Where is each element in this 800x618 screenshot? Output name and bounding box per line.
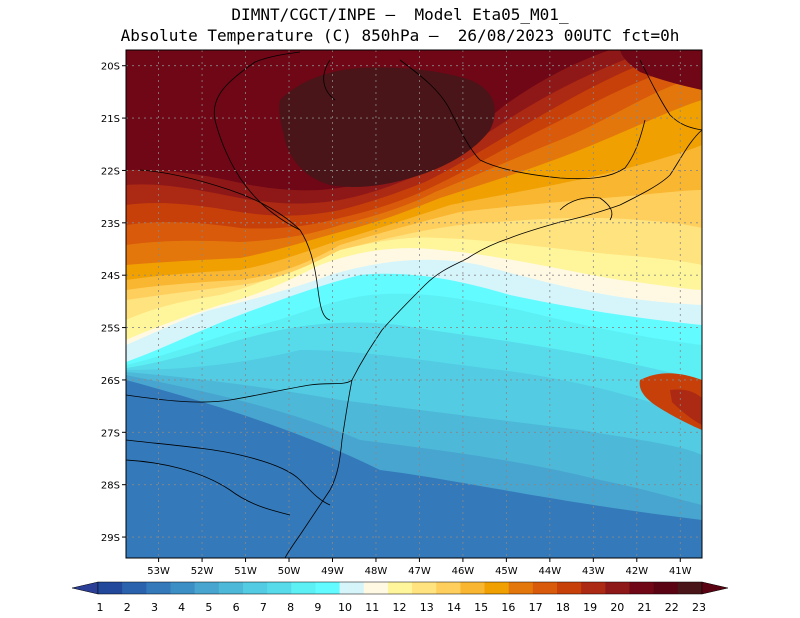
graticule <box>126 50 702 558</box>
colorbar-swatch <box>98 582 123 594</box>
colorbar-label: 12 <box>393 601 407 614</box>
latitude-axis: 20S 21S 22S 23S 24S 25S 26S 27S 28S 29S <box>101 62 126 544</box>
colorbar-label: 11 <box>365 601 379 614</box>
colorbar-label: 15 <box>474 601 488 614</box>
colorbar-label: 10 <box>338 601 352 614</box>
lat-label: 21S <box>101 114 120 125</box>
colorbar-label: 17 <box>529 601 543 614</box>
colorbar-swatch <box>146 582 171 594</box>
colorbar-swatch <box>460 582 486 594</box>
colorbar-label: 18 <box>556 601 570 614</box>
colorbar-swatch <box>436 582 461 594</box>
colorbar-label: 22 <box>665 601 679 614</box>
colorbar-swatch <box>242 582 268 594</box>
colorbar-swatch <box>557 582 582 594</box>
colorbar-label: 6 <box>233 601 240 614</box>
colorbar-swatch <box>315 582 341 594</box>
colorbar-right-arrow <box>701 581 729 595</box>
colorbar-label: 19 <box>583 601 597 614</box>
lon-label: 49W <box>321 566 344 577</box>
map-title-line-2: Absolute Temperature (C) 850hPa – 26/08/… <box>120 26 680 45</box>
lat-label: 25S <box>101 324 120 335</box>
lon-label: 43W <box>582 566 605 577</box>
colorbar-swatch <box>581 582 606 594</box>
colorbar-swatch <box>677 582 703 594</box>
colorbar-label: 5 <box>205 601 212 614</box>
colorbar-left-arrow <box>71 581 99 595</box>
colorbar-swatch <box>532 582 558 594</box>
temperature-field <box>126 50 702 558</box>
lon-label: 45W <box>495 566 518 577</box>
colorbar-label: 23 <box>692 601 706 614</box>
lon-label: 47W <box>408 566 431 577</box>
lon-label: 42W <box>625 566 648 577</box>
colorbar-swatch <box>363 582 389 594</box>
colorbar-label: 4 <box>178 601 185 614</box>
colorbar-swatch <box>194 582 220 594</box>
colorbar-label: 1 <box>97 601 104 614</box>
lat-label: 20S <box>101 62 120 73</box>
colorbar-swatch <box>218 582 244 594</box>
longitude-axis: 53W 52W 51W 50W 49W 48W 47W 46W 45W 44W 43W 42W 41W <box>147 558 692 577</box>
lon-label: 51W <box>234 566 257 577</box>
colorbar-swatch <box>508 582 534 594</box>
colorbar-swatch <box>653 582 679 594</box>
colorbar-label: 13 <box>420 601 434 614</box>
lat-label: 28S <box>101 481 120 492</box>
lat-label: 27S <box>101 428 120 439</box>
colorbar-label: 8 <box>287 601 294 614</box>
colorbar-swatch <box>605 582 631 594</box>
colorbar-label: 7 <box>260 601 267 614</box>
colorbar-label: 3 <box>151 601 158 614</box>
colorbar-swatch <box>629 582 655 594</box>
colorbar-label: 16 <box>501 601 515 614</box>
colorbar-swatch <box>412 582 437 594</box>
colorbar-label: 20 <box>610 601 624 614</box>
lon-label: 46W <box>452 566 475 577</box>
colorbar-swatch <box>170 582 196 594</box>
map-frame <box>125 49 703 559</box>
lat-label: 29S <box>101 533 120 544</box>
colorbar-swatch <box>267 582 292 594</box>
colorbar-swatch <box>122 582 147 594</box>
colorbar-label: 14 <box>447 601 461 614</box>
colorbar-swatch <box>387 582 413 594</box>
colorbar-swatch <box>291 582 316 594</box>
lat-label: 24S <box>101 271 120 282</box>
colorbar: 1 2 3 4 5 6 7 8 9 10 11 12 13 14 15 16 17 18 19 20 21 22 23 <box>71 581 729 614</box>
colorbar-swatch <box>339 582 365 594</box>
colorbar-label: 9 <box>314 601 321 614</box>
lon-label: 52W <box>191 566 214 577</box>
lat-label: 26S <box>101 376 120 387</box>
lon-label: 44W <box>539 566 562 577</box>
lon-label: 48W <box>365 566 388 577</box>
lon-label: 50W <box>278 566 301 577</box>
lat-label: 22S <box>101 166 120 177</box>
lon-label: 53W <box>147 566 170 577</box>
lon-label: 41W <box>669 566 692 577</box>
colorbar-label: 21 <box>638 601 652 614</box>
coastline-and-borders <box>126 51 702 558</box>
lat-label: 23S <box>101 219 120 230</box>
map-title-line-1: DIMNT/CGCT/INPE – Model Eta05_M01_ <box>231 5 569 24</box>
colorbar-swatch <box>484 582 510 594</box>
colorbar-label: 2 <box>124 601 131 614</box>
